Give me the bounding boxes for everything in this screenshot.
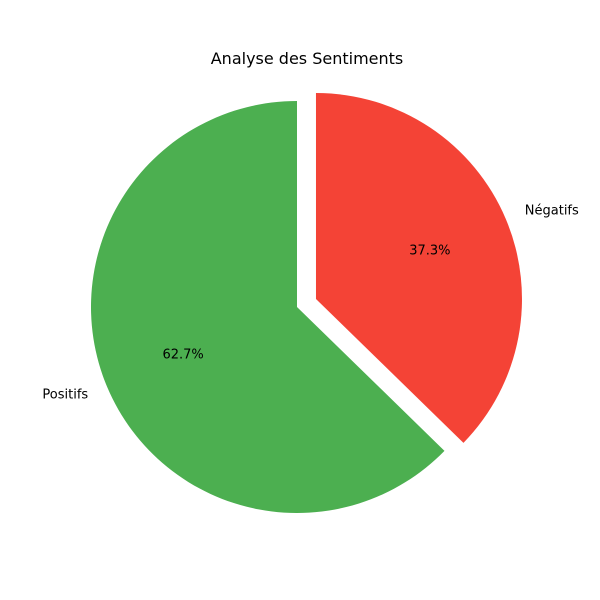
pct-label-positifs: 62.7%	[162, 348, 203, 363]
pie-slice-negatifs	[315, 92, 522, 443]
pie-slices	[91, 92, 522, 514]
slice-label-positifs: Positifs	[42, 388, 88, 403]
pie-slice-positifs	[91, 101, 445, 514]
slice-label-negatifs: Négatifs	[525, 203, 579, 218]
chart-title: Analyse des Sentiments	[211, 49, 404, 68]
pct-label-negatifs: 37.3%	[409, 243, 450, 258]
pie-labels: Négatifs 37.3% Positifs 62.7%	[42, 203, 579, 402]
